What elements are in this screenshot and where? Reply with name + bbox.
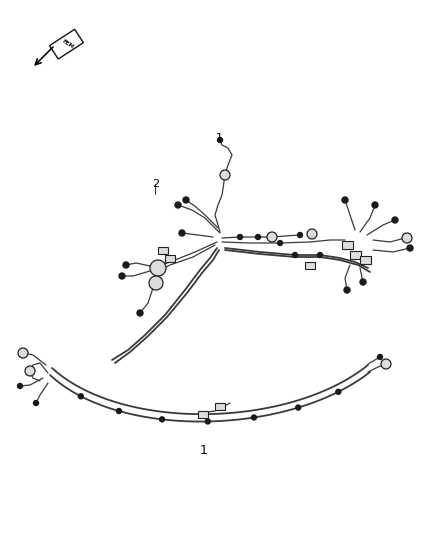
Circle shape [296,405,301,410]
Circle shape [372,202,378,208]
Circle shape [175,202,181,208]
FancyBboxPatch shape [305,262,315,269]
Circle shape [307,229,317,239]
FancyBboxPatch shape [215,402,225,409]
Circle shape [18,348,28,358]
Circle shape [33,400,39,406]
Circle shape [183,197,189,203]
Circle shape [342,197,348,203]
Circle shape [117,408,121,414]
Circle shape [278,240,283,246]
Circle shape [293,253,297,257]
FancyBboxPatch shape [49,29,83,59]
FancyBboxPatch shape [158,246,168,254]
Circle shape [159,417,165,422]
Circle shape [407,245,413,251]
FancyBboxPatch shape [342,241,353,249]
Circle shape [150,260,166,276]
FancyBboxPatch shape [165,254,175,262]
Circle shape [218,138,223,142]
Circle shape [318,253,322,257]
Circle shape [344,287,350,293]
Circle shape [378,354,382,359]
FancyBboxPatch shape [350,251,360,259]
Text: FEM: FEM [61,38,75,50]
Circle shape [267,232,277,242]
Circle shape [205,419,210,424]
Text: 2: 2 [152,179,159,189]
Text: 1: 1 [200,444,208,457]
FancyBboxPatch shape [360,256,371,264]
Circle shape [297,232,303,238]
Text: 1: 1 [215,133,223,143]
Circle shape [179,230,185,236]
Circle shape [137,310,143,316]
Circle shape [251,415,257,420]
Circle shape [392,217,398,223]
Circle shape [119,273,125,279]
Circle shape [25,366,35,376]
Circle shape [255,235,261,239]
Circle shape [381,359,391,369]
Circle shape [123,262,129,268]
Circle shape [220,170,230,180]
Circle shape [237,235,243,239]
Circle shape [18,384,22,389]
Circle shape [360,279,366,285]
Circle shape [149,276,163,290]
Circle shape [78,394,83,399]
FancyBboxPatch shape [198,410,208,417]
Circle shape [402,233,412,243]
Circle shape [336,389,341,394]
